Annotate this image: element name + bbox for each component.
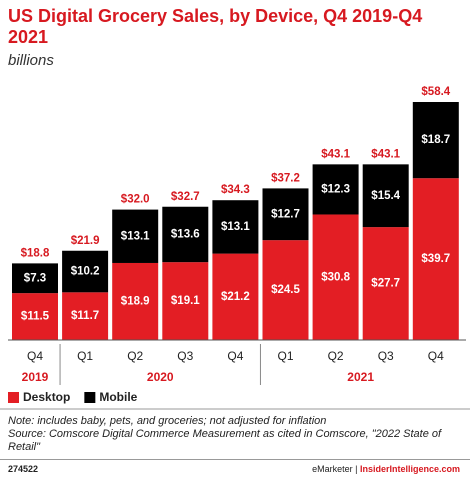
note: Note: includes baby, pets, and groceries… [8,415,327,427]
bar-segment [212,253,259,340]
value-label: $18.9 [121,296,150,308]
bar-segment [162,206,209,263]
total-label: $34.3 [221,184,250,196]
total-label: $21.9 [71,235,100,247]
source: Source: Comscore Digital Commerce Measur… [8,428,442,453]
bar-segment [362,227,409,340]
legend-swatch [8,392,19,403]
value-label: $18.7 [421,134,450,146]
value-label: $12.3 [321,183,350,195]
value-label: $24.5 [271,284,300,296]
brand-name: eMarketer [312,464,353,474]
total-label: $32.0 [121,194,150,206]
legend-label: Desktop [23,390,70,404]
bar-segment [312,214,359,340]
value-label: $13.1 [221,221,250,233]
x-tick-label: Q3 [378,349,394,363]
total-label: $43.1 [321,148,350,160]
bar-segment [212,200,259,254]
value-label: $27.7 [371,278,400,290]
x-tick-label: Q2 [328,349,344,363]
total-label: $58.4 [421,86,450,98]
website: InsiderIntelligence.com [359,464,460,474]
x-tick-label: Q1 [77,349,93,363]
group-label: 2020 [147,370,174,384]
bar-segment [62,250,109,293]
total-label: $43.1 [371,148,400,160]
footnotes: Note: includes baby, pets, and groceries… [8,415,448,454]
total-label: $37.2 [271,172,300,184]
bar-segment [262,240,309,340]
chart-id: 274522 [8,464,39,474]
bar-segment [162,262,209,340]
bar-segment [412,102,459,179]
value-label: $7.3 [24,272,46,284]
group-label: 2021 [347,370,374,384]
bar-segment [412,178,459,340]
value-label: $11.7 [71,310,99,322]
x-tick-label: Q1 [277,349,293,363]
bar-segment [112,262,159,340]
chart-title: US Digital Grocery Sales, by Device, Q4 … [8,6,423,47]
value-label: $11.5 [21,311,50,323]
brand: eMarketer | InsiderIntelligence.com [312,464,460,474]
total-label: $32.7 [171,191,200,203]
value-label: $39.7 [421,253,450,265]
bar-segment [262,188,309,241]
bar-segment [12,293,58,340]
bar-segment [112,209,159,263]
value-label: $15.4 [371,190,400,202]
x-tick-label: Q2 [127,349,143,363]
bar-segment [12,263,58,294]
divider [0,459,470,460]
value-label: $13.6 [171,228,200,240]
x-tick-label: Q4 [227,349,243,363]
value-label: $30.8 [321,271,350,283]
value-label: $13.1 [121,230,150,242]
bar-segment [362,164,409,228]
value-label: $19.1 [171,295,200,307]
group-label: 2019 [22,370,49,384]
x-tick-label: Q3 [177,349,193,363]
bar-segment [312,164,359,215]
value-label: $12.7 [271,208,300,220]
value-label: $10.2 [71,266,100,278]
legend-label: Mobile [99,390,137,404]
chart-subtitle: billions [8,52,54,69]
chart: $11.5 $7.3 $18.8 $11.7 $10.2 $21.9 $18.9 $13.1 $… [0,86,470,410]
x-tick-label: Q4 [27,349,43,363]
bar-segment [62,292,109,340]
value-label: $21.2 [221,291,250,303]
legend-swatch [84,392,96,403]
total-label: $18.8 [21,247,50,259]
x-tick-label: Q4 [428,349,444,363]
